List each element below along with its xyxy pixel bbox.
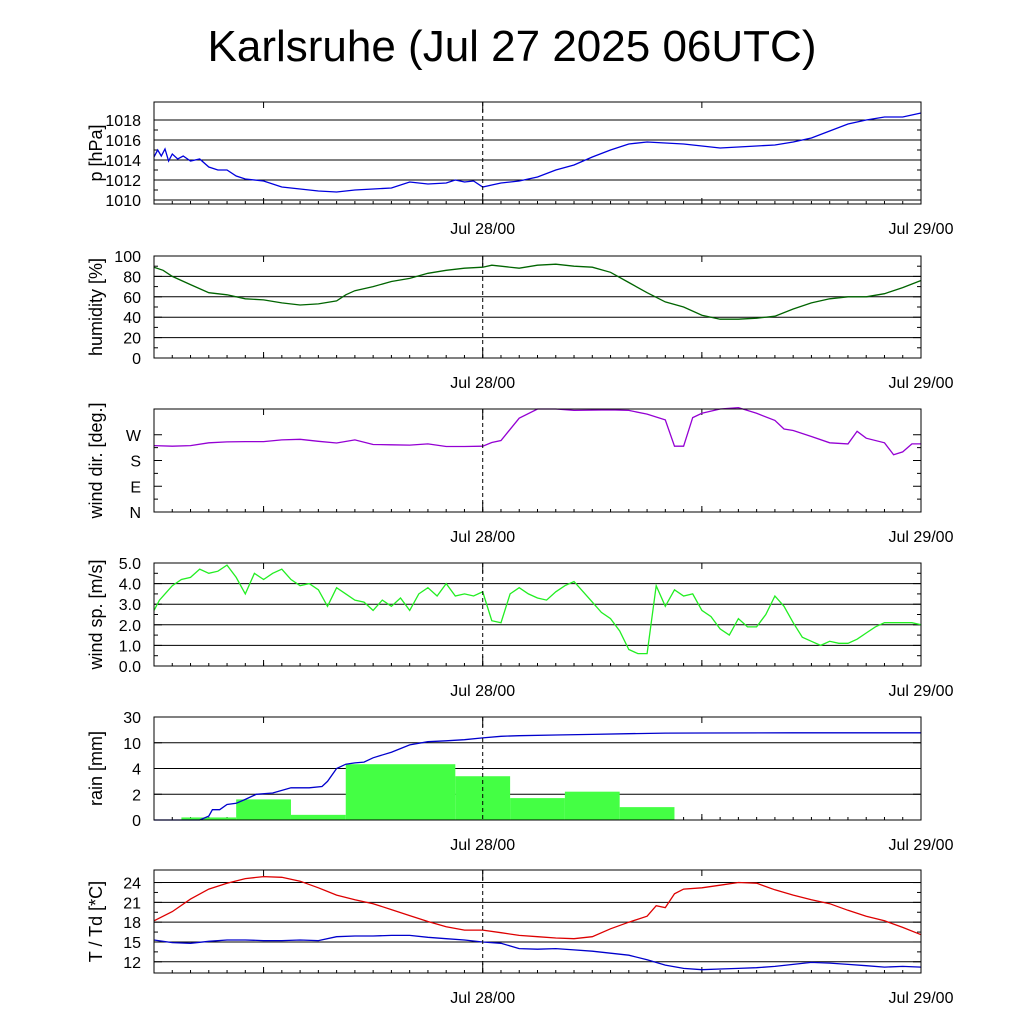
plot-frame xyxy=(153,101,922,205)
y-tick-label: 0.0 xyxy=(119,659,141,676)
wind_dir-series-line-0 xyxy=(153,406,921,456)
y-tick-label: 12 xyxy=(123,955,141,972)
y-tick-label: 1018 xyxy=(105,113,141,130)
humidity-series-line-0 xyxy=(153,263,922,320)
pressure-series-line-0 xyxy=(153,112,922,193)
x-tick-label: Jul 28/00 xyxy=(450,375,515,392)
y-tick-label: 1012 xyxy=(105,173,141,190)
rain-bar xyxy=(290,814,346,820)
y-axis-label: wind sp. [m/s] xyxy=(86,559,106,670)
wind_speed-series-line-0 xyxy=(153,564,922,655)
y-tick-label: 40 xyxy=(123,310,141,327)
x-tick-label: Jul 28/00 xyxy=(450,529,515,546)
y-tick-label: 0 xyxy=(132,813,141,830)
plot-frame xyxy=(153,869,922,974)
x-tick-label: Jul 28/00 xyxy=(450,990,515,1007)
x-tick-label: Jul 29/00 xyxy=(889,529,954,546)
y-axis-label: T / Td [*C] xyxy=(86,881,106,962)
rain-bar xyxy=(236,799,291,820)
y-tick-label: 1010 xyxy=(105,193,141,210)
y-axis-label: rain [mm] xyxy=(86,731,106,806)
y-tick-label: 10 xyxy=(123,736,141,753)
y-tick-label: 3.0 xyxy=(119,597,141,614)
y-tick-label: 0 xyxy=(132,351,141,368)
x-tick-label: Jul 29/00 xyxy=(889,837,954,854)
rain-bar xyxy=(564,791,620,820)
plot-frame xyxy=(153,408,922,513)
y-tick-label: 2.0 xyxy=(119,618,141,635)
y-tick-label: 24 xyxy=(123,876,141,893)
x-tick-label: Jul 28/00 xyxy=(450,221,515,238)
y-tick-label: E xyxy=(130,479,141,496)
y-tick-label: 60 xyxy=(123,290,141,307)
y-tick-label: 100 xyxy=(114,249,141,266)
plot-frame xyxy=(153,716,922,821)
x-tick-label: Jul 29/00 xyxy=(889,221,954,238)
x-tick-label: Jul 29/00 xyxy=(889,375,954,392)
y-tick-label: 80 xyxy=(123,269,141,286)
y-axis-label: humidity [%] xyxy=(86,258,106,356)
rain-bar xyxy=(345,764,456,820)
y-axis-label: p [hPa] xyxy=(86,124,106,181)
y-tick-label: 21 xyxy=(123,895,141,912)
rain-cumulative-line xyxy=(154,732,921,821)
panel-wind_speed: 0.0 1.0 2.0 3.0 4.0 5.0 wind sp. [m/s] Jul 28/0… xyxy=(86,556,954,700)
panel-temperature: 12 15 18 21 24 T / Td [*C] Jul 28/00 Jul 29/00 xyxy=(86,869,954,1007)
y-tick-label: 5.0 xyxy=(119,556,141,573)
x-tick-label: Jul 29/00 xyxy=(889,990,954,1007)
y-tick-label: 20 xyxy=(123,331,141,348)
rain-bar xyxy=(619,807,675,820)
rain-bar xyxy=(181,817,237,820)
y-tick-label: 4.0 xyxy=(119,577,141,594)
x-tick-label: Jul 28/00 xyxy=(450,683,515,700)
rain-bar xyxy=(510,798,565,820)
x-tick-label: Jul 28/00 xyxy=(450,837,515,854)
y-axis-label: wind dir. [deg.] xyxy=(86,402,106,519)
y-tick-label: W xyxy=(126,428,142,445)
y-tick-label: 4 xyxy=(132,762,141,779)
y-tick-label: S xyxy=(130,454,141,471)
x-tick-label: Jul 29/00 xyxy=(889,683,954,700)
panel-rain: 0 2 4 10 30 rain [mm] Jul 28/00 Jul 29/00 xyxy=(86,710,954,854)
y-tick-label: 1014 xyxy=(105,153,141,170)
plot-frame xyxy=(153,255,922,359)
temperature-series-line-0 xyxy=(153,875,922,940)
y-tick-label: N xyxy=(129,505,141,522)
y-tick-label: 2 xyxy=(132,787,141,804)
y-tick-label: 1.0 xyxy=(119,638,141,655)
y-tick-label: 30 xyxy=(123,710,141,727)
panel-humidity: 0 20 40 60 80 100 humidity [%] Jul 28/00 Jul 29/… xyxy=(86,249,954,392)
y-tick-label: 18 xyxy=(123,915,141,932)
plot-frame xyxy=(153,562,922,667)
page-title: Karlsruhe (Jul 27 2025 06UTC) xyxy=(207,22,817,71)
y-tick-label: 15 xyxy=(123,935,141,952)
y-tick-label: 1016 xyxy=(105,133,141,150)
temperature-series-line-1 xyxy=(153,934,922,971)
